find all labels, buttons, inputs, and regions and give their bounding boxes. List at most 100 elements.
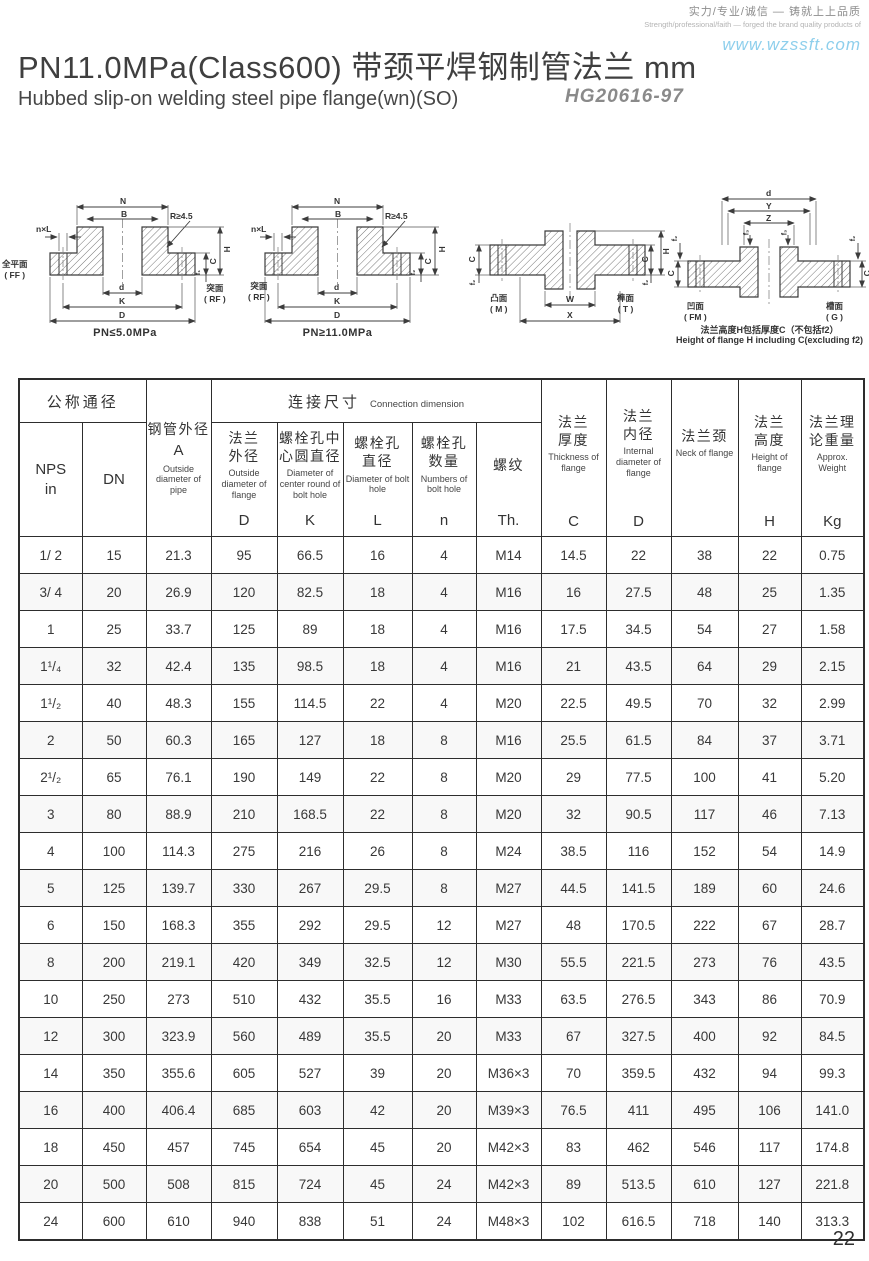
dim-label: R≥4.5 [385,211,408,221]
table-cell: 4 [411,647,477,685]
table-cell: 654 [276,1128,344,1166]
col-header-thickness: 法兰 厚度 Thickness of flange C [540,378,607,537]
table-cell: 14 [18,1054,83,1092]
table-cell: 2¹/₂ [18,758,83,796]
table-cell: 95 [210,536,278,574]
table-cell: 724 [276,1165,344,1203]
dim-label: D [119,310,126,320]
table-cell: 32.5 [342,943,413,981]
standard-number: HG20616-97 [565,86,684,107]
table-cell: 15 [81,536,147,574]
dim-label: C [862,270,869,276]
table-cell: 76.5 [540,1091,607,1129]
dim-label: B [121,209,128,219]
table-cell: 168.5 [276,795,344,833]
table-cell: 8 [18,943,83,981]
table-cell: M16 [475,573,542,611]
dim-label: f₂ [410,269,418,276]
brand-tagline-en: Strength/professional/faith — forged the… [644,20,861,29]
table-cell: 152 [670,832,739,870]
table-cell: 8 [411,832,477,870]
table-row: 1¹/₄ 32 42.4 135 98.5 18 4 M16 21 43.5 64 29 2.15 [18,647,865,685]
table-cell: 17.5 [540,610,607,648]
table-cell: 139.7 [145,869,212,907]
table-cell: 1 [18,610,83,648]
table-cell: 41 [737,758,802,796]
table-row: 1¹/₂ 40 48.3 155 114.5 22 4 M20 22.5 49.5 70 32 2.99 [18,684,865,722]
dim-label: W [566,294,575,304]
table-cell: 45 [342,1165,413,1203]
table-cell: 12 [18,1017,83,1055]
table-cell: 16 [342,536,413,574]
table-cell: 3/ 4 [18,573,83,611]
table-row: 3/ 4 20 26.9 120 82.5 18 4 M16 16 27.5 48 25 1.35 [18,573,865,611]
table-cell: 117 [670,795,739,833]
table-cell: 21.3 [145,536,212,574]
table-cell: 55.5 [540,943,607,981]
table-row: 8 200 219.1 420 349 32.5 12 M30 55.5 221.5 273 76 43… [18,943,865,981]
table-cell: M16 [475,647,542,685]
table-cell: 22 [342,684,413,722]
col-header-bolt-num: 螺栓孔 数量 Numbers of bolt hole n [411,422,477,537]
table-cell: M36×3 [475,1054,542,1092]
table-cell: 165 [210,721,278,759]
dim-label: Y [766,201,772,211]
table-cell: 61.5 [605,721,672,759]
table-cell: 125 [81,869,147,907]
table-cell: M27 [475,906,542,944]
table-cell: 1.58 [800,610,865,648]
table-cell: 48 [670,573,739,611]
table-cell: 88.9 [145,795,212,833]
table-cell: 745 [210,1128,278,1166]
table-cell: 94 [737,1054,802,1092]
table-cell: 8 [411,869,477,907]
brand-block: 实力/专业/诚信 — 铸就上上品质 Strength/professional/… [644,3,861,55]
dim-label: f₂ [470,279,478,286]
flange-section-drawing [260,204,439,324]
col-header-thread: 螺纹 Th. [475,422,542,537]
dim-label: f₃ [781,229,789,236]
table-cell: 815 [210,1165,278,1203]
table-cell: 546 [670,1128,739,1166]
table-cell: 718 [670,1202,739,1241]
table-cell: 292 [276,906,344,944]
table-cell: 462 [605,1128,672,1166]
flange-diagrams: N B n×L R≥4.5 H C f₁ d K D 全平面 ( FF ) 突面… [0,183,869,375]
table-cell: 76 [737,943,802,981]
table-cell: 77.5 [605,758,672,796]
table-cell: 560 [210,1017,278,1055]
table-cell: 7.13 [800,795,865,833]
table-cell: 32 [540,795,607,833]
table-cell: 18 [342,610,413,648]
table-cell: 2.15 [800,647,865,685]
table-cell: 98.5 [276,647,344,685]
table-cell: 616.5 [605,1202,672,1241]
table-cell: 216 [276,832,344,870]
table-cell: 610 [670,1165,739,1203]
table-cell: 16 [18,1091,83,1129]
table-cell: 22 [342,758,413,796]
table-cell: 24.6 [800,869,865,907]
brand-tagline-cn: 实力/专业/诚信 — 铸就上上品质 [688,6,861,18]
table-cell: M16 [475,721,542,759]
table-cell: 89 [540,1165,607,1203]
table-cell: 20 [411,1017,477,1055]
table-cell: 2.99 [800,684,865,722]
col-group-nominal: 公称通径 [18,378,147,424]
col-group-connection: 连接尺寸 Connection dimension [210,378,542,424]
face-label-g: 槽面 ( G ) [826,301,844,322]
diagram-caption-cn: 法兰高度H包括厚度C（不包括f2） [700,325,839,335]
table-cell: 92 [737,1017,802,1055]
table-cell: 432 [276,980,344,1018]
diagram-caption-en: Height of flange H including C(excluding… [676,335,863,345]
table-cell: 18 [342,647,413,685]
table-cell: 60.3 [145,721,212,759]
dim-label: C [466,256,477,263]
face-label-m: 凸面 ( M ) [490,293,508,314]
col-header-pipe-od: 钢管外径 A Outside diameter of pipe [145,378,212,537]
table-row: 10 250 273 510 432 35.5 16 M33 63.5 276.5 343 86 70.… [18,980,865,1018]
table-row: 5 125 139.7 330 267 29.5 8 M27 44.5 141.5 189 60 24.… [18,869,865,907]
table-cell: 273 [670,943,739,981]
table-cell: M30 [475,943,542,981]
dim-label: C [665,270,676,277]
